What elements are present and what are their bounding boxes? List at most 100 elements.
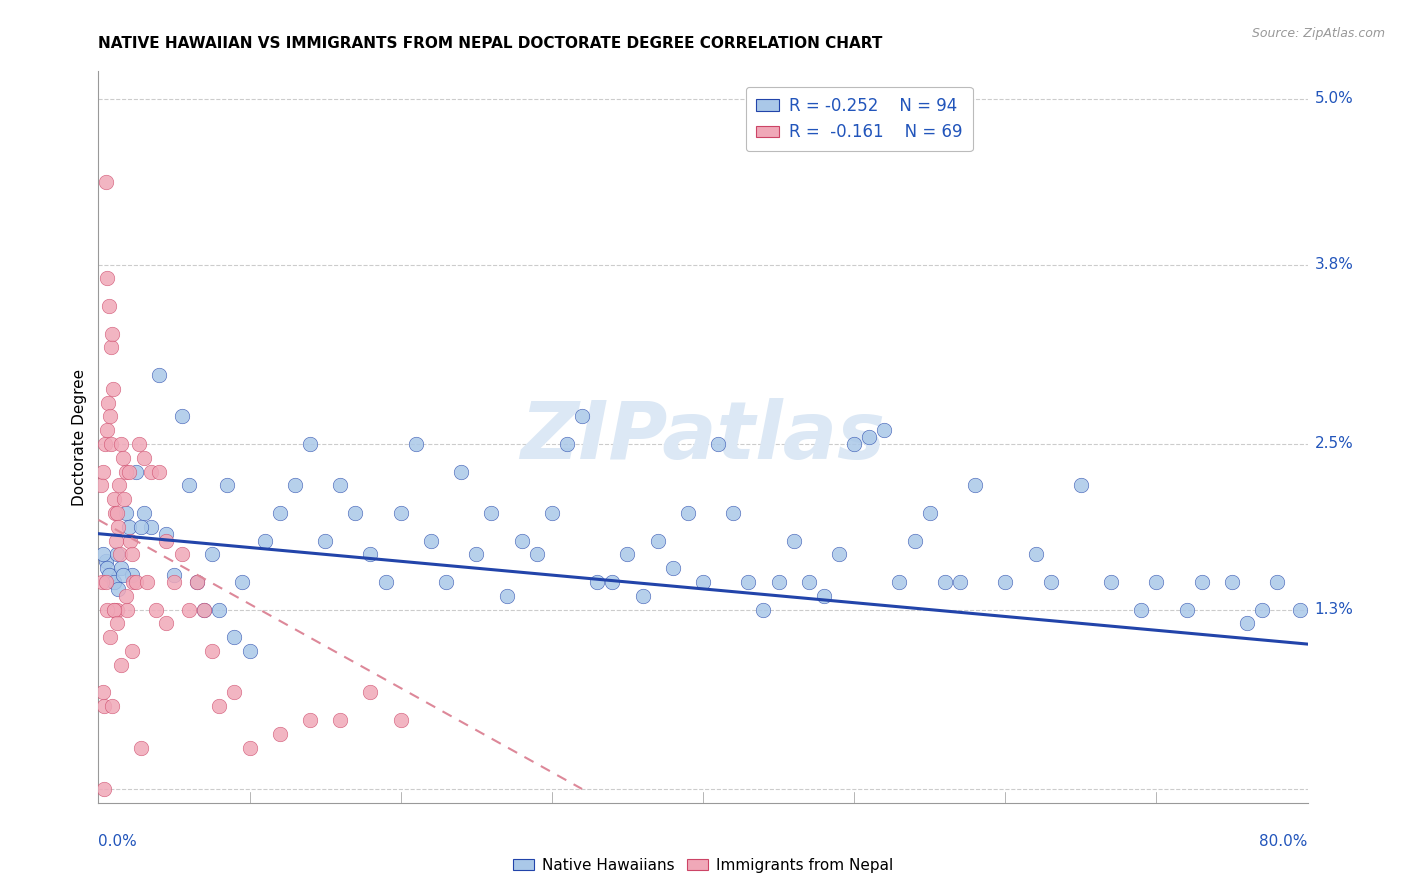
Point — [186, 574, 208, 589]
Point — [121, 644, 143, 658]
Point — [434, 574, 457, 589]
Point — [707, 437, 730, 451]
Point — [1191, 574, 1213, 589]
Point — [231, 574, 253, 589]
Point — [108, 478, 131, 492]
Point — [121, 548, 143, 562]
Point — [125, 465, 148, 479]
Point — [103, 574, 125, 589]
Point — [1039, 574, 1062, 589]
Point — [215, 478, 238, 492]
Point — [844, 437, 866, 451]
Point — [90, 478, 112, 492]
Point — [91, 465, 114, 479]
Point — [405, 437, 427, 451]
Point — [1251, 602, 1274, 616]
Point — [752, 602, 775, 616]
Point — [107, 582, 129, 596]
Point — [98, 409, 121, 424]
Point — [949, 574, 972, 589]
Point — [104, 533, 127, 548]
Point — [389, 713, 412, 727]
Point — [179, 602, 201, 616]
Point — [495, 589, 517, 603]
Point — [360, 685, 382, 699]
Point — [103, 492, 125, 507]
Point — [1099, 574, 1122, 589]
Point — [813, 589, 835, 603]
Text: 80.0%: 80.0% — [1260, 834, 1308, 849]
Point — [94, 554, 117, 568]
Point — [193, 602, 215, 616]
Point — [91, 574, 114, 589]
Point — [101, 326, 124, 341]
Point — [141, 520, 163, 534]
Point — [110, 561, 132, 575]
Point — [586, 574, 609, 589]
Point — [676, 506, 699, 520]
Point — [96, 561, 118, 575]
Point — [155, 616, 177, 631]
Point — [98, 299, 121, 313]
Y-axis label: Doctorate Degree: Doctorate Degree — [72, 368, 87, 506]
Point — [344, 506, 367, 520]
Point — [723, 506, 745, 520]
Point — [224, 630, 246, 644]
Point — [1220, 574, 1243, 589]
Point — [110, 657, 132, 672]
Point — [737, 574, 759, 589]
Point — [110, 437, 132, 451]
Point — [389, 506, 412, 520]
Point — [107, 520, 129, 534]
Point — [170, 548, 193, 562]
Point — [889, 574, 911, 589]
Point — [858, 430, 880, 444]
Point — [105, 548, 128, 562]
Point — [112, 492, 135, 507]
Point — [155, 533, 177, 548]
Point — [96, 271, 118, 285]
Point — [1236, 616, 1258, 631]
Point — [239, 740, 262, 755]
Point — [98, 630, 121, 644]
Point — [105, 616, 128, 631]
Point — [768, 574, 790, 589]
Point — [782, 533, 804, 548]
Point — [97, 395, 120, 409]
Point — [253, 533, 276, 548]
Point — [96, 423, 118, 437]
Point — [1130, 602, 1153, 616]
Point — [179, 478, 201, 492]
Point — [111, 450, 134, 465]
Point — [104, 506, 127, 520]
Point — [602, 574, 624, 589]
Text: ZIPatlas: ZIPatlas — [520, 398, 886, 476]
Point — [269, 727, 291, 741]
Point — [450, 465, 472, 479]
Point — [128, 437, 150, 451]
Text: 0.0%: 0.0% — [98, 834, 138, 849]
Point — [299, 713, 322, 727]
Point — [148, 368, 170, 382]
Point — [101, 699, 124, 714]
Point — [94, 437, 117, 451]
Point — [1175, 602, 1198, 616]
Point — [616, 548, 638, 562]
Point — [120, 533, 142, 548]
Point — [170, 409, 193, 424]
Point — [103, 574, 125, 589]
Legend: Native Hawaiians, Immigrants from Nepal: Native Hawaiians, Immigrants from Nepal — [506, 852, 900, 880]
Point — [100, 340, 122, 354]
Point — [360, 548, 382, 562]
Point — [114, 465, 136, 479]
Point — [114, 589, 136, 603]
Point — [526, 548, 548, 562]
Point — [100, 568, 122, 582]
Point — [994, 574, 1017, 589]
Point — [1144, 574, 1167, 589]
Point — [661, 561, 683, 575]
Point — [873, 423, 896, 437]
Point — [94, 574, 117, 589]
Point — [201, 548, 224, 562]
Point — [918, 506, 941, 520]
